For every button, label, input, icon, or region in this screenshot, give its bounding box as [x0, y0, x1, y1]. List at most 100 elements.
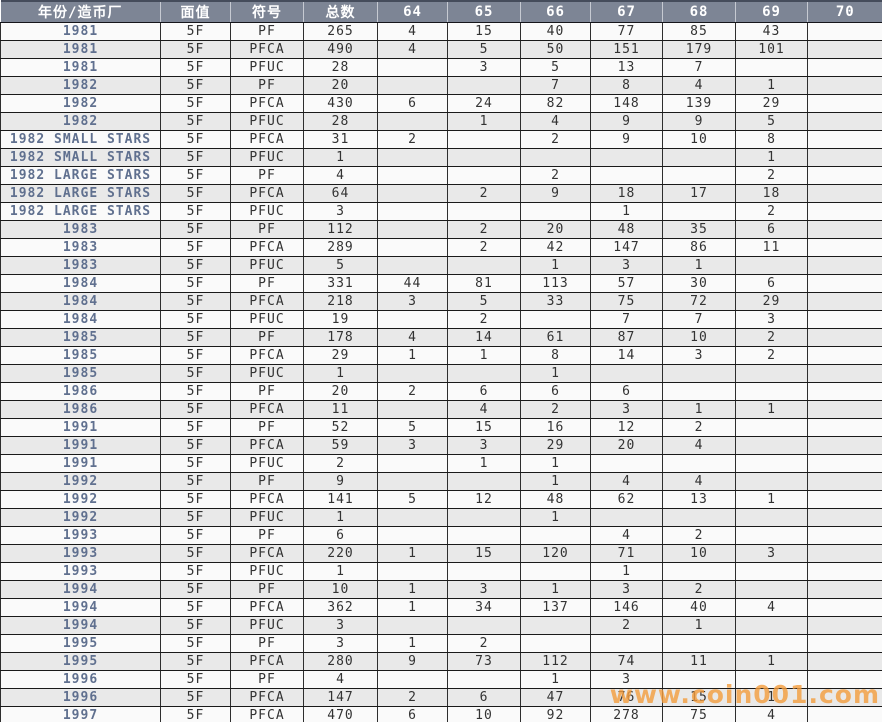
table-cell: [662, 148, 736, 167]
table-cell: [377, 670, 448, 689]
table-cell: 4: [735, 598, 808, 617]
table-row: 1984 5F PF 331 44 81 113 57 30 6: [0, 274, 882, 293]
table-cell: [520, 562, 591, 581]
table-cell: 5F: [160, 328, 231, 347]
table-cell: [447, 562, 521, 581]
year-mint-cell: 1996: [0, 688, 161, 707]
table-cell: 5F: [160, 526, 231, 545]
table-cell: 2: [662, 418, 736, 437]
table-cell: 3: [590, 670, 663, 689]
table-cell: 3: [447, 436, 521, 455]
table-cell: 1: [377, 580, 448, 599]
table-cell: PFUC: [230, 364, 304, 383]
table-cell: 20: [590, 436, 663, 455]
table-cell: PF: [230, 22, 304, 41]
table-cell: 4: [303, 670, 378, 689]
table-cell: 4: [303, 166, 378, 185]
year-mint-cell: 1994: [0, 616, 161, 635]
table-cell: 2: [520, 166, 591, 185]
table-cell: 3: [735, 310, 808, 329]
table-cell: 2: [377, 130, 448, 149]
table-cell: 5F: [160, 94, 231, 113]
table-cell: 10: [447, 706, 521, 722]
table-cell: 48: [520, 490, 591, 509]
year-mint-cell: 1996: [0, 670, 161, 689]
table-cell: [735, 616, 808, 635]
table-row: 1995 5F PFCA 280 9 73 112 74 11 1: [0, 652, 882, 671]
table-cell: PF: [230, 634, 304, 653]
year-mint-cell: 1981: [0, 22, 161, 41]
year-mint-cell: 1994: [0, 580, 161, 599]
table-cell: 1: [303, 508, 378, 527]
table-cell: [377, 616, 448, 635]
table-cell: [377, 166, 448, 185]
table-cell: [807, 346, 882, 365]
table-row: 1982 5F PF 20 7 8 4 1: [0, 76, 882, 95]
year-mint-cell: 1982: [0, 112, 161, 131]
table-cell: PF: [230, 166, 304, 185]
table-cell: [807, 130, 882, 149]
year-mint-cell: 1984: [0, 292, 161, 311]
table-cell: 5F: [160, 130, 231, 149]
table-row: 1981 5F PF 265 4 15 40 77 85 43: [0, 22, 882, 41]
table-cell: 5F: [160, 580, 231, 599]
table-row: 1982 LARGE STARS 5F PFUC 3 1 2: [0, 202, 882, 221]
table-cell: 1: [520, 580, 591, 599]
table-cell: [807, 490, 882, 509]
table-cell: 47: [520, 688, 591, 707]
column-header: 68: [662, 0, 736, 23]
table-cell: 73: [447, 652, 521, 671]
table-cell: 5F: [160, 346, 231, 365]
table-cell: [377, 148, 448, 167]
table-cell: [807, 652, 882, 671]
table-cell: [662, 454, 736, 473]
table-cell: 11: [303, 400, 378, 419]
table-cell: [735, 58, 808, 77]
table-cell: PFUC: [230, 148, 304, 167]
table-row: 1984 5F PFCA 218 3 5 33 75 72 29: [0, 292, 882, 311]
table-cell: [662, 166, 736, 185]
year-mint-cell: 1993: [0, 544, 161, 563]
table-cell: 50: [520, 40, 591, 59]
table-cell: 72: [662, 292, 736, 311]
table-cell: PF: [230, 580, 304, 599]
table-cell: 6: [377, 706, 448, 722]
table-cell: [807, 274, 882, 293]
table-cell: 3: [735, 544, 808, 563]
table-cell: [735, 454, 808, 473]
table-cell: [807, 400, 882, 419]
table-cell: 1: [520, 256, 591, 275]
table-cell: 280: [303, 652, 378, 671]
table-cell: 28: [303, 112, 378, 131]
table-cell: 147: [590, 238, 663, 257]
table-cell: 1: [735, 76, 808, 95]
table-cell: 362: [303, 598, 378, 617]
table-cell: [520, 202, 591, 221]
table-cell: [377, 562, 448, 581]
table-cell: PF: [230, 472, 304, 491]
table-cell: 18: [735, 184, 808, 203]
table-cell: 4: [662, 472, 736, 491]
table-cell: PFCA: [230, 94, 304, 113]
table-cell: 61: [520, 328, 591, 347]
table-cell: 30: [662, 274, 736, 293]
table-cell: 2: [303, 454, 378, 473]
table-cell: 151: [590, 40, 663, 59]
table-cell: [447, 76, 521, 95]
table-cell: [807, 22, 882, 41]
table-cell: 5F: [160, 454, 231, 473]
table-cell: 14: [447, 328, 521, 347]
year-mint-cell: 1981: [0, 58, 161, 77]
table-cell: 5F: [160, 166, 231, 185]
table-cell: [447, 616, 521, 635]
column-header: 65: [447, 0, 521, 23]
table-cell: 7: [520, 76, 591, 95]
table-cell: [807, 76, 882, 95]
table-cell: 11: [662, 652, 736, 671]
table-cell: [590, 634, 663, 653]
table-cell: 2: [662, 580, 736, 599]
table-cell: 3: [303, 634, 378, 653]
table-cell: 74: [590, 652, 663, 671]
table-cell: [735, 472, 808, 491]
table-cell: [807, 418, 882, 437]
